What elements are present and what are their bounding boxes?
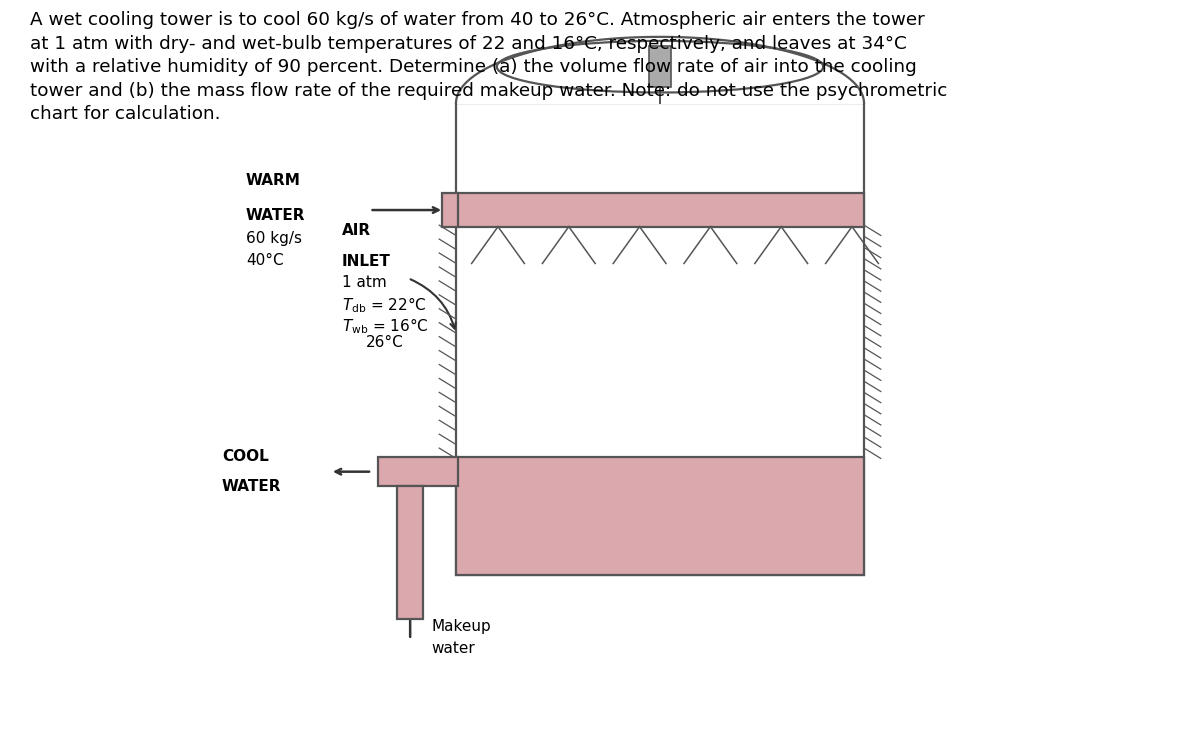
Text: 1 atm: 1 atm xyxy=(342,275,386,290)
Text: $T_\mathrm{db}$ = 22°C: $T_\mathrm{db}$ = 22°C xyxy=(342,296,427,315)
Bar xyxy=(442,194,458,227)
Text: A wet cooling tower is to cool 60 kg/s of water from 40 to 26°C. Atmospheric air: A wet cooling tower is to cool 60 kg/s o… xyxy=(30,11,947,124)
Bar xyxy=(397,486,424,619)
Polygon shape xyxy=(456,37,864,103)
Text: 60 kg/s: 60 kg/s xyxy=(246,231,302,245)
Text: water: water xyxy=(432,641,475,656)
Text: WARM: WARM xyxy=(246,173,301,188)
Bar xyxy=(649,46,671,87)
Bar xyxy=(456,194,864,227)
Text: COOL: COOL xyxy=(222,450,269,464)
Bar xyxy=(456,457,864,575)
Text: 40°C: 40°C xyxy=(246,253,283,268)
Text: $T_\mathrm{wb}$ = 16°C: $T_\mathrm{wb}$ = 16°C xyxy=(342,316,428,335)
Text: Makeup: Makeup xyxy=(432,619,492,634)
Bar xyxy=(456,103,864,575)
Text: INLET: INLET xyxy=(342,254,391,269)
Text: 26°C: 26°C xyxy=(366,335,403,350)
Text: WATER: WATER xyxy=(222,479,282,494)
Bar xyxy=(378,457,458,486)
Text: AIR: AIR xyxy=(342,223,371,237)
Text: WATER: WATER xyxy=(246,208,306,223)
